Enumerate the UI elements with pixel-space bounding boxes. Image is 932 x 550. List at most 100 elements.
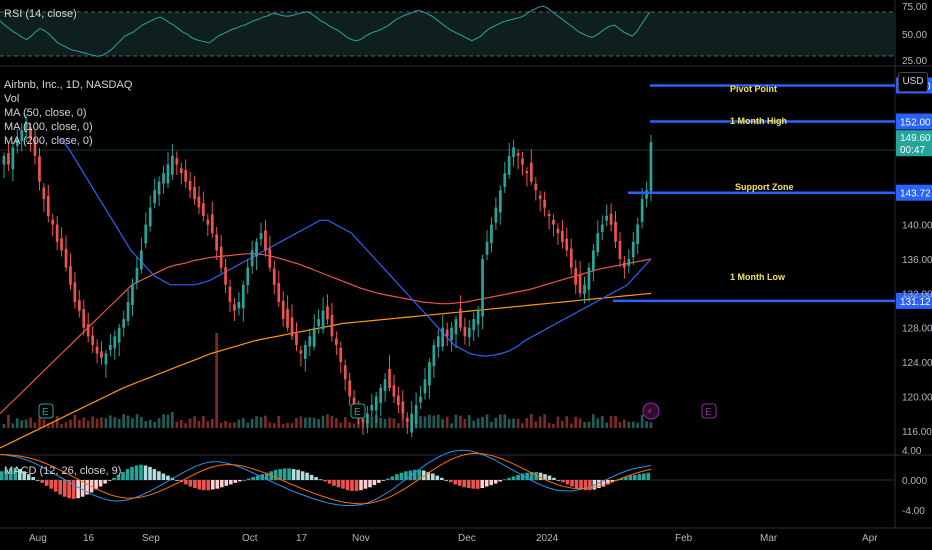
volume-bar <box>179 420 183 428</box>
macd-histogram-bar <box>404 471 408 480</box>
time-axis[interactable]: Aug 16 Sep Oct 17 Nov Dec 2024 Feb Mar Apr <box>29 533 878 544</box>
candle-body <box>286 308 289 328</box>
candle-body <box>308 336 312 347</box>
macd-histogram-bar <box>345 480 350 491</box>
price-tick: 120.00 <box>902 393 932 404</box>
volume-bar <box>255 416 258 428</box>
macd-histogram-bar <box>107 480 112 481</box>
symbol-title: Airbnb, Inc., 1D, NASDAQ <box>4 79 133 91</box>
macd-histogram-bar <box>619 478 624 480</box>
volume-bar <box>69 419 72 428</box>
macd-histogram-bar <box>552 477 556 480</box>
macd-histogram-bar <box>408 470 413 480</box>
candle-body <box>100 351 103 358</box>
macd-histogram-bar <box>628 475 633 480</box>
time-tick: 2024 <box>536 533 559 544</box>
candle-body <box>122 319 125 328</box>
candle-body <box>623 262 626 268</box>
macd-histogram-bar <box>282 468 287 480</box>
volume-bar <box>574 416 577 428</box>
candle-body <box>649 142 653 192</box>
volume-bar <box>104 418 108 428</box>
macd-histogram-bar <box>547 475 552 480</box>
candle-body <box>645 190 648 199</box>
volume-bar <box>20 420 24 428</box>
volume-bar <box>467 415 471 428</box>
volume-bar <box>547 422 551 428</box>
pivot-point-label: Pivot Point <box>730 84 777 94</box>
macd-histogram-bar <box>493 480 498 484</box>
candle-body <box>202 203 205 216</box>
macd-histogram-bar <box>507 477 511 480</box>
rsi-line <box>0 5 651 57</box>
candle-body <box>569 248 573 268</box>
volume-bar <box>237 419 241 428</box>
macd-histogram-bar <box>332 480 336 486</box>
volume-bar <box>538 416 542 428</box>
macd-histogram-bar <box>202 480 206 491</box>
earnings-marker-2[interactable] <box>350 403 366 419</box>
macd-histogram-bar <box>588 480 592 491</box>
candle-body <box>432 344 436 367</box>
macd-legend[interactable]: MACD (12, 26, close, 9) <box>4 465 121 477</box>
macd-histogram-bar <box>606 480 610 485</box>
volume-bar <box>605 422 608 428</box>
candle-body <box>423 379 427 394</box>
macd-histogram-bar <box>462 480 466 488</box>
earnings-marker-3[interactable] <box>701 403 717 419</box>
candle-body <box>467 327 471 338</box>
volume-bar <box>335 418 338 428</box>
main-legend[interactable]: Airbnb, Inc., 1D, NASDAQ Vol MA (50, clo… <box>4 78 132 148</box>
candle-body <box>82 309 86 328</box>
volume-bar <box>596 418 600 428</box>
candle-body <box>29 127 32 139</box>
candle-body <box>91 335 94 345</box>
candle-body <box>326 306 329 320</box>
volume-bar <box>202 416 205 428</box>
macd-histogram-bar <box>561 480 565 483</box>
macd-histogram-bar <box>35 480 40 481</box>
macd-histogram-bar <box>175 480 179 481</box>
currency-button[interactable]: USD <box>898 72 928 92</box>
volume-bar <box>95 418 99 428</box>
earnings-marker-1[interactable] <box>38 403 54 419</box>
volume-bar <box>15 418 19 428</box>
volume-bar <box>561 420 564 428</box>
candle-body <box>184 170 187 182</box>
volume-bar <box>587 421 591 428</box>
volume-bar <box>321 415 325 428</box>
macd-histogram-bar <box>399 472 404 480</box>
macd-histogram-bar <box>336 480 341 488</box>
macd-histogram-bar <box>26 474 31 480</box>
macd-histogram-bar <box>166 475 170 480</box>
macd-tick-neg4: -4.00 <box>902 506 925 517</box>
candle-body <box>140 250 143 270</box>
candle-body <box>640 198 644 222</box>
macd-histogram-bar <box>98 480 103 487</box>
dividend-marker[interactable] <box>642 402 660 420</box>
volume-bar <box>436 414 440 428</box>
candle-body <box>38 156 41 182</box>
macd-histogram-bar <box>417 469 422 480</box>
candle-body <box>490 224 493 244</box>
candle-body <box>24 121 28 132</box>
candle-body <box>255 241 258 257</box>
candle-body <box>148 207 152 227</box>
volume-bar <box>525 418 529 428</box>
macd-histogram-bar <box>642 473 646 480</box>
rsi-legend[interactable]: RSI (14, close) <box>4 8 77 20</box>
candle-body <box>33 138 37 156</box>
macd-histogram-bar <box>273 469 278 480</box>
candle-body <box>512 147 515 158</box>
macd-histogram-bar <box>44 480 49 486</box>
volume-bar <box>122 414 125 428</box>
price-axis[interactable]: 140.00 136.00 132.00 128.00 124.00 120.00 116.… <box>896 130 932 438</box>
macd-plot <box>0 449 652 506</box>
macd-histogram-bar <box>125 469 130 480</box>
candle-body <box>343 365 347 380</box>
macd-histogram-bar <box>574 480 579 488</box>
macd-histogram-bar <box>583 480 588 491</box>
volume-bar <box>24 419 28 428</box>
candle-body <box>450 327 453 341</box>
